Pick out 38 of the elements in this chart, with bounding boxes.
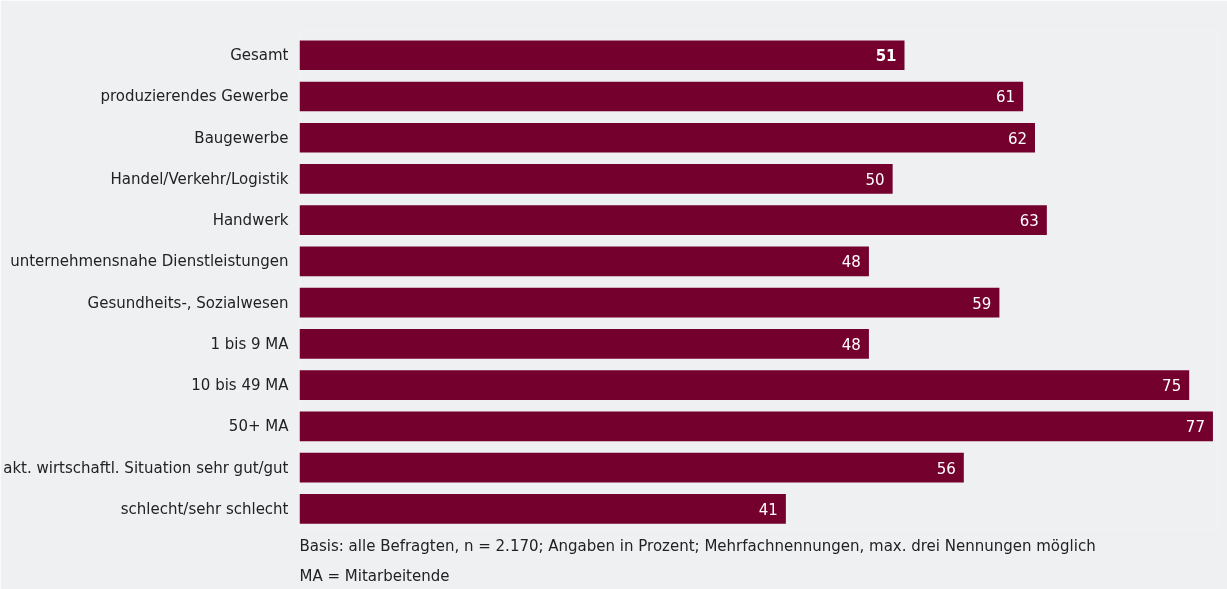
y-tick-label: 1 bis 9 MA <box>210 334 290 353</box>
y-tick-label: produzierendes Gewerbe <box>100 87 289 106</box>
bar <box>299 205 1047 236</box>
data-label: 63 <box>1019 212 1039 231</box>
y-tick-label: Handwerk <box>212 211 289 230</box>
data-label: 77 <box>1185 418 1205 437</box>
bar <box>299 329 869 359</box>
text: MA = Mitarbeitende <box>299 566 450 585</box>
y-tick-label: Gesundheits-, Sozialwesen <box>87 293 289 312</box>
data-label: 50 <box>865 170 885 189</box>
bar <box>299 494 786 524</box>
data-label: 51 <box>875 47 897 66</box>
bar <box>299 246 869 277</box>
bar <box>299 164 893 194</box>
bar <box>299 287 1000 318</box>
y-tick-label: Gesamt <box>230 46 289 65</box>
y-tick-label: 50+ MA <box>228 417 290 436</box>
y-tick-label: Handel/Verkehr/Logistik <box>110 169 289 188</box>
bar <box>299 81 1024 112</box>
data-label: 62 <box>1007 129 1027 148</box>
text: Basis: alle Befragten, n = 2.170; Angaben in Prozent; Mehrfachnennungen, max. drei Nennungen möglich <box>299 536 1096 555</box>
bar <box>299 370 1190 401</box>
y-tick-label: schlecht/sehr schlecht <box>120 499 289 518</box>
y-tick-label: akt. wirtschaftl. Situation sehr gut/gut <box>3 458 289 477</box>
bar <box>299 122 1035 153</box>
y-tick-label: Baugewerbe <box>194 128 289 147</box>
data-label: 61 <box>996 88 1016 107</box>
bar <box>299 411 1213 442</box>
y-tick-label: unternehmensnahe Dienstleistungen <box>10 252 289 271</box>
data-label: 48 <box>841 253 861 272</box>
bar <box>299 452 964 483</box>
y-tick-label: 10 bis 49 MA <box>191 376 290 395</box>
data-label: 56 <box>936 459 956 478</box>
bar <box>299 40 905 71</box>
data-label: 75 <box>1162 377 1182 396</box>
data-label: 59 <box>972 294 992 313</box>
data-label: 48 <box>841 335 861 354</box>
data-label: 41 <box>758 500 778 519</box>
